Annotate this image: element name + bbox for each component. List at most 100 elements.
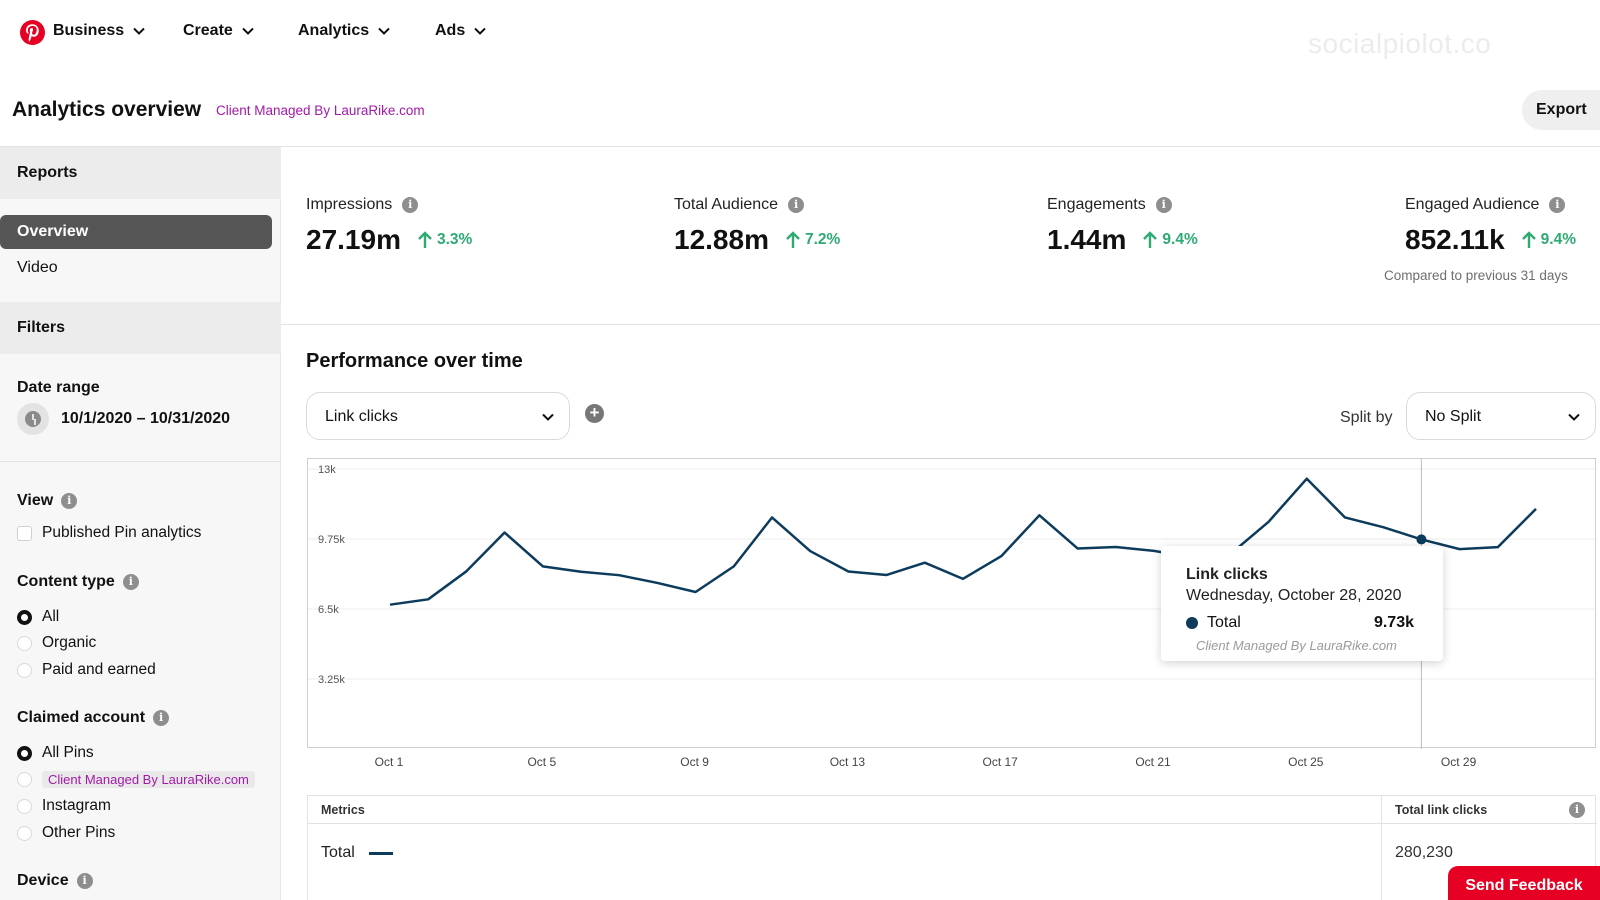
- total-link-clicks-header[interactable]: Total link clicks: [1395, 803, 1488, 817]
- info-icon[interactable]: i: [788, 197, 805, 213]
- kpi-value-row: 12.88m 7.2%: [674, 224, 840, 256]
- sidebar-item-video[interactable]: Video: [17, 259, 58, 276]
- metrics-table-header: Metrics Total link clicks i: [308, 796, 1597, 824]
- table-row-label: Total: [321, 844, 393, 862]
- claimed-client-radio[interactable]: Client Managed By LauraRike.com: [17, 771, 255, 788]
- sidebar-divider: [0, 461, 281, 462]
- claimed-all-pins-radio[interactable]: All Pins: [17, 744, 94, 762]
- reports-heading: Reports: [0, 147, 281, 199]
- radio-unselected[interactable]: [17, 772, 32, 787]
- kpi-impressions: Impressions i 27.19m 3.3%: [306, 196, 472, 256]
- radio-unselected[interactable]: [17, 825, 32, 841]
- nav-analytics-menu[interactable]: Analytics: [298, 22, 391, 40]
- hovered-data-point[interactable]: [1416, 534, 1427, 545]
- info-icon[interactable]: i: [76, 873, 93, 889]
- nav-ads-menu[interactable]: Ads: [435, 22, 487, 40]
- radio-selected[interactable]: [17, 609, 32, 625]
- arrow-up-icon: [1521, 231, 1536, 248]
- pinterest-logo-icon[interactable]: [20, 20, 45, 45]
- x-tick-label: Oct 1: [374, 755, 404, 769]
- radio-unselected[interactable]: [17, 662, 32, 678]
- kpi-label-row: Engagements i: [1047, 196, 1198, 214]
- kpi-change-value: 3.3%: [436, 231, 473, 248]
- client-tag[interactable]: Client Managed By LauraRike.com: [216, 103, 425, 118]
- series-legend-line: [368, 851, 393, 855]
- y-tick-label: 6.5k: [318, 604, 339, 616]
- header-divider: [0, 146, 1600, 147]
- nav-create-menu[interactable]: Create: [183, 22, 255, 40]
- split-select-value: No Split: [1425, 408, 1482, 425]
- view-label: View i: [17, 492, 78, 510]
- metrics-table: Metrics Total link clicks i Total 280,23…: [307, 795, 1597, 900]
- send-feedback-button[interactable]: Send Feedback: [1448, 866, 1600, 900]
- tooltip-title: Link clicks: [1186, 566, 1268, 583]
- kpi-change: 7.2%: [785, 231, 840, 249]
- series-line-total[interactable]: [389, 477, 1537, 606]
- claimed-instagram-radio[interactable]: Instagram: [17, 797, 111, 815]
- add-metric-icon[interactable]: +: [585, 404, 604, 423]
- kpi-value: 852.11k: [1405, 224, 1505, 255]
- claimed-account-label: Claimed account i: [17, 709, 170, 727]
- claimed-other-pins-radio[interactable]: Other Pins: [17, 824, 115, 842]
- content-type-label: Content type i: [17, 573, 139, 591]
- series-dot-icon: [1186, 617, 1198, 629]
- published-pin-analytics-checkbox[interactable]: Published Pin analytics: [17, 524, 201, 542]
- info-icon[interactable]: i: [122, 574, 139, 590]
- date-range-label-text: Date range: [17, 379, 100, 396]
- device-label-text: Device: [17, 872, 69, 889]
- claimed-account-label-text: Claimed account: [17, 709, 146, 726]
- kpi-value: 27.19m: [306, 224, 401, 255]
- radio-unselected[interactable]: [17, 635, 32, 651]
- metric-select-value: Link clicks: [325, 408, 398, 425]
- radio-selected[interactable]: [17, 745, 32, 761]
- chevron-down-icon: [378, 27, 390, 35]
- content-type-paid-label: Paid and earned: [42, 661, 156, 678]
- info-icon[interactable]: i: [61, 493, 78, 509]
- performance-title: Performance over time: [306, 350, 523, 372]
- content-type-organic-radio[interactable]: Organic: [17, 634, 96, 652]
- content-type-organic-label: Organic: [42, 634, 97, 651]
- metric-select[interactable]: Link clicks: [306, 392, 570, 440]
- info-icon[interactable]: i: [1155, 197, 1172, 213]
- info-icon[interactable]: i: [402, 197, 419, 213]
- y-tick-label: 9.75k: [318, 534, 345, 546]
- radio-unselected[interactable]: [17, 798, 32, 814]
- info-icon[interactable]: i: [1549, 197, 1566, 213]
- kpi-divider: [281, 324, 1600, 325]
- kpi-change-value: 9.4%: [1162, 231, 1198, 248]
- nav-business-menu[interactable]: Business: [53, 22, 146, 40]
- content-type-all-radio[interactable]: All: [17, 608, 59, 626]
- date-range-picker[interactable]: 10/1/2020 – 10/31/2020: [17, 403, 230, 435]
- chevron-down-icon: [474, 27, 486, 35]
- arrow-up-icon: [786, 231, 800, 248]
- tooltip-row: Total 9.73k: [1186, 614, 1443, 632]
- export-button[interactable]: Export: [1522, 90, 1600, 130]
- top-nav: Business Create Analytics Ads socialpiol…: [0, 0, 1600, 64]
- nav-ads-label: Ads: [435, 22, 466, 39]
- info-icon[interactable]: i: [153, 710, 170, 726]
- kpi-change: 3.3%: [417, 231, 472, 249]
- sidebar-item-overview[interactable]: Overview: [0, 215, 272, 249]
- line-chart[interactable]: 13k 9.75k 6.5k 3.25k: [307, 458, 1597, 749]
- content-type-all-label: All: [42, 608, 60, 625]
- checkbox-box[interactable]: [17, 525, 32, 541]
- view-label-text: View: [17, 492, 54, 509]
- tooltip-date: Wednesday, October 28, 2020: [1186, 587, 1402, 604]
- content-type-label-text: Content type: [17, 573, 115, 590]
- x-tick-label: Oct 29: [1440, 755, 1477, 769]
- claimed-instagram-label: Instagram: [42, 797, 111, 814]
- split-by-label: Split by: [1340, 409, 1393, 426]
- info-icon[interactable]: i: [1569, 802, 1585, 818]
- row-value: 280,230: [1395, 844, 1453, 861]
- x-tick-label: Oct 17: [982, 755, 1018, 769]
- tooltip-value: 9.73k: [1373, 614, 1414, 631]
- device-label: Device i: [17, 872, 93, 890]
- kpi-value-row: 852.11k 9.4%: [1405, 224, 1576, 256]
- column-divider: [1381, 796, 1382, 900]
- kpi-engaged-audience: Engaged Audience i 852.11k 9.4%: [1405, 196, 1576, 256]
- split-select[interactable]: No Split: [1406, 392, 1596, 440]
- filters-heading: Filters: [0, 302, 281, 354]
- y-tick-label: 13k: [318, 464, 336, 476]
- content-type-paid-radio[interactable]: Paid and earned: [17, 661, 156, 679]
- kpi-change: 9.4%: [1142, 231, 1198, 249]
